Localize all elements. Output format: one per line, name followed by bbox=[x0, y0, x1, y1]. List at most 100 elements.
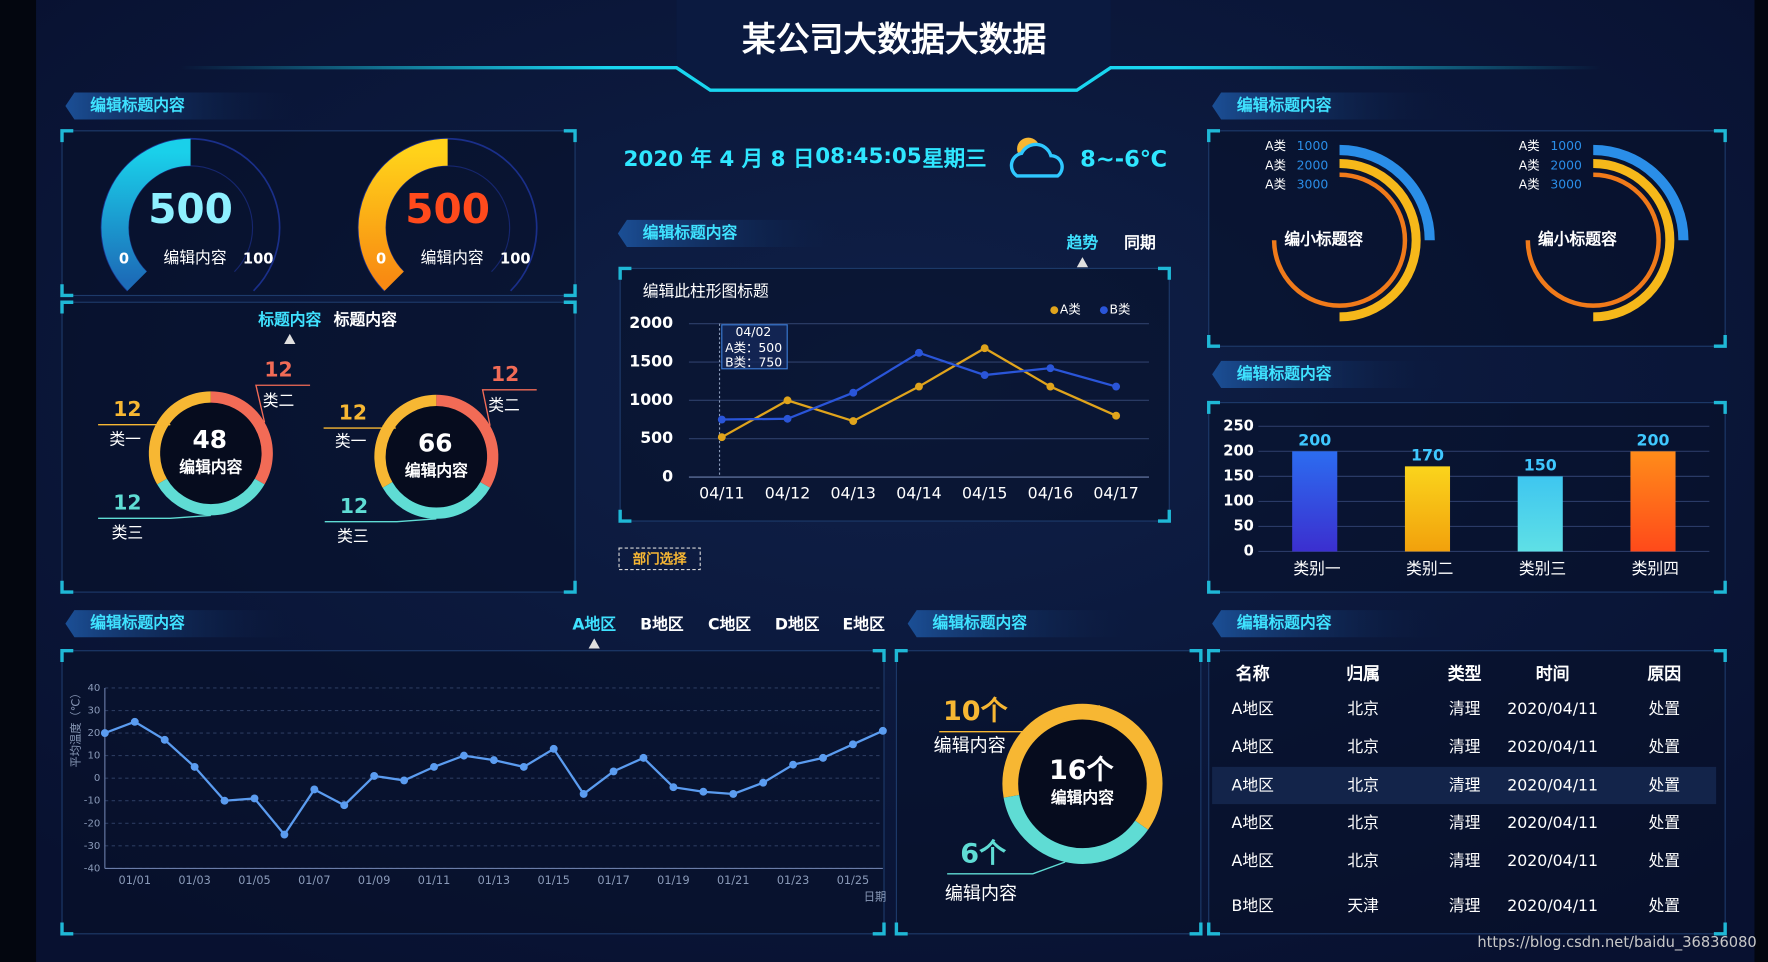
panel-title-ribbon bbox=[65, 610, 303, 638]
y-tick-label: 1000 bbox=[629, 390, 673, 409]
line-point bbox=[717, 415, 726, 424]
time: 08:45:05 bbox=[815, 144, 921, 169]
donut-core bbox=[385, 406, 488, 508]
panel-title: 编辑标题内容 bbox=[932, 613, 1027, 632]
x-tick-label: 01/17 bbox=[597, 874, 629, 887]
x-tick-label: 04/15 bbox=[962, 483, 1007, 502]
donut-category-label: 类二 bbox=[263, 391, 295, 410]
line-point bbox=[789, 760, 798, 769]
line-point bbox=[250, 794, 259, 803]
x-tick-label: 01/25 bbox=[837, 874, 869, 887]
x-tick-label: 01/13 bbox=[478, 874, 510, 887]
donut-center-text: 48 bbox=[192, 425, 227, 454]
gauge-bar bbox=[101, 138, 192, 291]
table-cell: 2020/04/11 bbox=[1507, 699, 1598, 718]
donut-segment bbox=[157, 478, 265, 516]
line-point bbox=[160, 735, 169, 744]
table-cell: A地区 bbox=[1232, 699, 1274, 718]
legend-marker bbox=[1099, 306, 1108, 315]
donut-category-label: 编辑内容 bbox=[945, 883, 1017, 904]
x-tick-label: 类别一 bbox=[1293, 559, 1341, 578]
x-tick-label: 01/21 bbox=[717, 874, 749, 887]
x-tick-label: 01/23 bbox=[777, 874, 809, 887]
x-tick-label: 01/09 bbox=[358, 874, 390, 887]
panel-title-ribbon bbox=[1212, 610, 1449, 638]
x-tick-label: 04/14 bbox=[896, 483, 941, 502]
tab[interactable]: E地区 bbox=[843, 614, 886, 633]
table-cell: 北京 bbox=[1347, 699, 1379, 718]
table-cell: 清理 bbox=[1449, 813, 1481, 832]
frame-corner bbox=[563, 580, 577, 594]
tooltip-title: 04/02 bbox=[736, 324, 772, 339]
frame-corner bbox=[60, 300, 74, 314]
tab[interactable]: 标题内容 bbox=[333, 310, 397, 329]
tab[interactable]: C地区 bbox=[708, 614, 751, 633]
table-cell: 北京 bbox=[1347, 776, 1379, 795]
line-point bbox=[459, 751, 468, 760]
tab-indicator bbox=[588, 638, 600, 649]
frame-corner bbox=[894, 649, 908, 663]
department-button-label[interactable]: 部门选择 bbox=[633, 550, 688, 567]
line-point bbox=[489, 756, 498, 765]
line-point bbox=[849, 388, 858, 397]
tab[interactable]: 同期 bbox=[1124, 233, 1156, 252]
radial-title: 编小标题容 bbox=[1284, 230, 1363, 249]
frame-corner bbox=[1713, 400, 1727, 414]
x-tick-label: 01/19 bbox=[657, 874, 689, 887]
table-cell: 2020/04/11 bbox=[1507, 896, 1598, 915]
donut-category-label: 编辑内容 bbox=[934, 736, 1006, 757]
frame-corner bbox=[1157, 509, 1171, 523]
donut-segment bbox=[382, 481, 491, 519]
table-cell: A地区 bbox=[1232, 813, 1274, 832]
line-point bbox=[849, 740, 857, 749]
gauge-tick-label: 100 bbox=[243, 250, 274, 267]
temperature: 8~-6℃ bbox=[1080, 147, 1167, 173]
table-header: 时间 bbox=[1536, 663, 1570, 683]
table-cell: A地区 bbox=[1232, 776, 1274, 795]
frame-corner bbox=[1713, 129, 1727, 143]
radial-bar bbox=[1525, 172, 1661, 308]
table-cell: 处置 bbox=[1648, 737, 1680, 756]
panel-title: 编辑标题内容 bbox=[90, 613, 185, 632]
donut-center-text: 66 bbox=[418, 428, 453, 457]
tab[interactable]: B地区 bbox=[640, 614, 684, 633]
line-point bbox=[340, 801, 349, 810]
donut-category-label: 类一 bbox=[109, 429, 141, 448]
line-point bbox=[280, 830, 289, 839]
tab[interactable]: 标题内容 bbox=[257, 310, 321, 329]
title-plate bbox=[676, 0, 1111, 88]
line-point bbox=[915, 382, 923, 391]
y-tick-label: 250 bbox=[1223, 417, 1254, 434]
frame-corner bbox=[1189, 922, 1203, 936]
radial-legend-name: A类 bbox=[1265, 157, 1286, 172]
line-point bbox=[819, 753, 827, 762]
selected-row bbox=[1212, 766, 1717, 805]
tab[interactable]: 趋势 bbox=[1067, 233, 1099, 252]
donut-value-label: 12 bbox=[264, 358, 292, 382]
table-cell: 北京 bbox=[1347, 737, 1379, 756]
line-point bbox=[310, 785, 319, 794]
frame-corner bbox=[60, 129, 74, 143]
tab[interactable]: D地区 bbox=[775, 614, 820, 633]
y-tick-label: -40 bbox=[84, 863, 101, 874]
table-cell: 天津 bbox=[1347, 896, 1379, 915]
radial-bar bbox=[1593, 159, 1675, 322]
donut-value-label: 12 bbox=[491, 362, 519, 386]
radial-legend-name: A类 bbox=[1519, 176, 1540, 191]
frame-corner bbox=[1713, 922, 1727, 936]
leader-line bbox=[324, 518, 437, 523]
leader-line bbox=[255, 384, 311, 423]
frame-corner bbox=[894, 922, 908, 936]
frame-corner bbox=[1207, 129, 1221, 143]
x-tick-label: 04/17 bbox=[1093, 483, 1138, 502]
frame-corner bbox=[872, 649, 886, 663]
legend-marker bbox=[1050, 306, 1059, 315]
tab[interactable]: A地区 bbox=[572, 614, 616, 633]
radial-bar bbox=[1339, 144, 1435, 241]
bar-value-label: 170 bbox=[1411, 446, 1444, 465]
department-button[interactable]: 部门选择 bbox=[618, 547, 701, 571]
donut-value-label: 12 bbox=[113, 491, 141, 515]
y-tick-label: 100 bbox=[1223, 492, 1254, 509]
table-header: 原因 bbox=[1647, 663, 1681, 683]
frame-corner bbox=[60, 284, 74, 298]
